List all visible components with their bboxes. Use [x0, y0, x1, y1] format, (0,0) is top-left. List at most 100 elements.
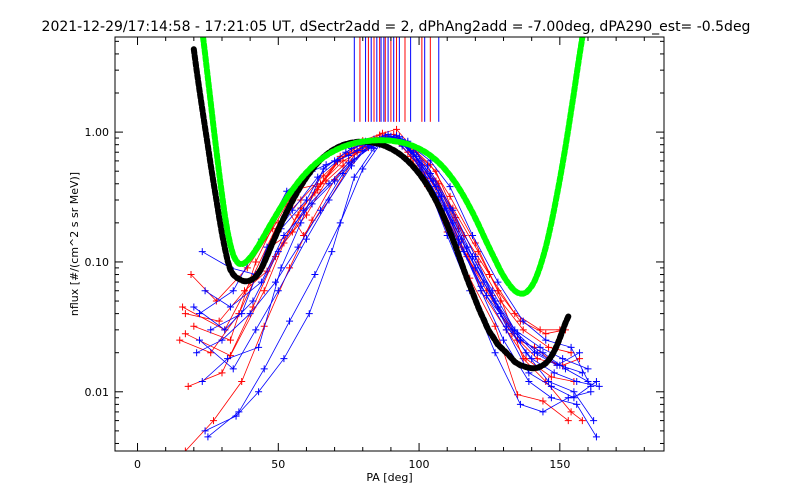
series-blue-16-point-0 — [201, 287, 209, 295]
series-red-5-point-12 — [446, 192, 454, 200]
axes-layer: 0 50 100 150 0.01 0.10 1.00 — [85, 37, 664, 471]
series-red-0-point-20 — [578, 417, 586, 425]
series-blue-9-point-4 — [305, 310, 313, 318]
series-red-7-point-1 — [215, 317, 223, 325]
series-blue-13-point-2 — [260, 365, 268, 373]
series-blue-13-point-4 — [311, 271, 319, 279]
series-blue-17-point-13 — [477, 282, 485, 290]
series-red-3-point-17 — [564, 417, 572, 425]
series-blue-17-point-6 — [347, 162, 355, 170]
series-red-2-point-0 — [179, 303, 187, 311]
series-blue-15-point-0 — [193, 349, 201, 357]
series-blue-17-point-3 — [274, 287, 282, 295]
series-red-3-point-1 — [210, 417, 218, 425]
series-blue-17-point-1 — [229, 365, 237, 373]
series-red-4-line — [193, 136, 572, 354]
series-blue-9-point-14 — [516, 400, 524, 408]
series-blue-9-point-5 — [328, 248, 336, 256]
series-blue-10-point-1 — [229, 287, 237, 295]
series-blue-11-point-10 — [424, 162, 432, 170]
series-red-5-point-16 — [542, 330, 550, 338]
y-tick-label-0: 0.01 — [85, 386, 110, 399]
series-blue-14-point-4 — [314, 173, 322, 181]
series-red-3-point-0 — [181, 447, 189, 451]
x-tick-label-150: 150 — [549, 458, 570, 471]
series-blue-15-point-13 — [480, 278, 488, 286]
series-blue-12-line — [202, 137, 583, 382]
series-blue-15-point-2 — [246, 310, 254, 318]
series-blue-11-point-5 — [325, 180, 333, 188]
series-blue-15-point-1 — [218, 336, 226, 344]
series-red-6-point-9 — [393, 125, 401, 133]
x-tick-label-50: 50 — [271, 458, 285, 471]
series-red-2-point-5 — [319, 172, 327, 180]
series-blue-13-point-5 — [336, 219, 344, 227]
series-blue-12-point-2 — [255, 343, 263, 351]
series-red-4-point-1 — [226, 336, 234, 344]
series-blue-15-point-16 — [550, 369, 558, 377]
chart-title: 2021-12-29/17:14:58 - 17:21:05 UT, dSect… — [42, 19, 751, 35]
series-blue-11-point-2 — [249, 297, 257, 305]
series-blue-11-point-17 — [590, 417, 598, 425]
series-red-6-point-14 — [511, 310, 519, 318]
series-blue-13-point-16 — [573, 400, 581, 408]
series-blue-15-point-11 — [435, 189, 443, 197]
series-blue-13-point-14 — [525, 378, 533, 386]
series-blue-16-point-12 — [469, 231, 477, 239]
series-red-6-point-15 — [536, 326, 544, 334]
series-blue-17-point-10 — [415, 159, 423, 167]
series-red-4-point-16 — [545, 343, 553, 351]
series-red-6-point-0 — [187, 271, 195, 279]
y-axis-label: nflux [#/(cm^2 s sr MeV)] — [68, 172, 81, 316]
series-blue-15-point-4 — [294, 243, 302, 251]
series-blue-16-point-17 — [587, 382, 595, 390]
series-blue-8-point-17 — [561, 365, 569, 373]
series-red-4-point-15 — [519, 326, 527, 334]
series-red-3-point-16 — [539, 397, 547, 405]
series-red-5-point-1 — [207, 349, 215, 357]
series-blue-12-point-1 — [224, 355, 232, 363]
series-blue-16-point-11 — [446, 183, 454, 191]
series-blue-13-point-0 — [204, 433, 212, 441]
series-blue-16-point-5 — [331, 177, 339, 185]
series-blue-12-point-3 — [277, 264, 285, 272]
series-red-7-point-5 — [314, 183, 322, 191]
series-blue-17-point-4 — [302, 235, 310, 243]
series-blue-9-point-13 — [491, 349, 499, 357]
series-blue-16-point-14 — [519, 317, 527, 325]
series-blue-9-point-2 — [255, 388, 263, 396]
series-red-3-point-2 — [238, 378, 246, 386]
series-blue-13-point-3 — [286, 317, 294, 325]
series-blue-12-point-5 — [319, 165, 327, 173]
series-blue-9-point-3 — [280, 355, 288, 363]
series-blue-13-point-17 — [592, 433, 600, 441]
model-curve-green — [200, 37, 586, 297]
series-blue-16-point-16 — [567, 343, 575, 351]
series-blue-14-point-0 — [207, 326, 215, 334]
series-blue-17-point-0 — [195, 336, 203, 344]
series-blue-15-point-3 — [271, 278, 279, 286]
series-red-5-line — [179, 133, 566, 354]
series-blue-9-point-15 — [539, 408, 547, 416]
series-blue-11-point-14 — [522, 349, 530, 357]
series-blue-17-point-18 — [592, 378, 600, 386]
series-blue-11-point-0 — [190, 303, 198, 311]
series-red-1-point-16 — [547, 373, 555, 381]
plot-frame — [114, 36, 665, 452]
series-blue-13-point-6 — [359, 165, 367, 173]
series-blue-14-point-1 — [238, 310, 246, 318]
series-red-5-point-0 — [176, 336, 184, 344]
x-tick-label-100: 100 — [409, 458, 430, 471]
series-red-4-point-2 — [252, 258, 260, 266]
series-blue-16-point-1 — [226, 303, 234, 311]
series-blue-8-point-4 — [302, 196, 310, 204]
series-blue-11-point-16 — [570, 388, 578, 396]
series-blue-17-point-2 — [252, 326, 260, 334]
series-blue-15-point-18 — [595, 382, 603, 390]
series-red-7-point-2 — [241, 287, 249, 295]
series-blue-13-point-15 — [547, 394, 555, 402]
series-blue-12-point-0 — [198, 378, 206, 386]
series-red-3-line — [185, 137, 569, 451]
series-blue-15-point-12 — [457, 235, 465, 243]
